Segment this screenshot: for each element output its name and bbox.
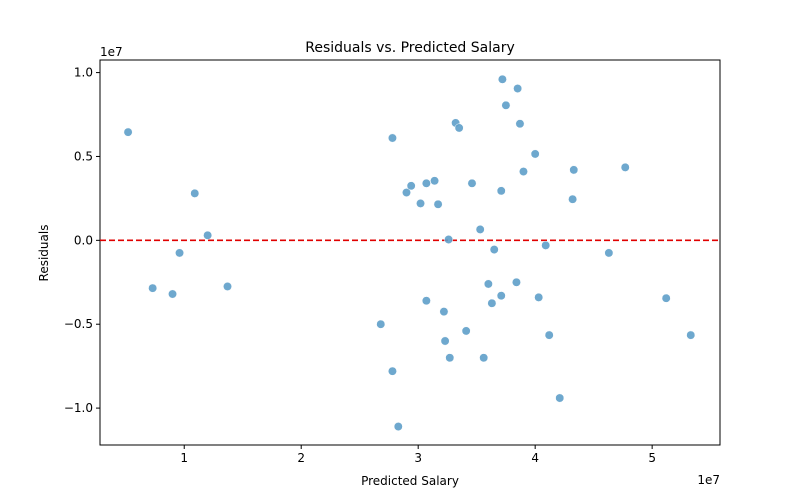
y-tick-label: 0.0 [74,233,93,247]
data-point [421,296,431,306]
data-point [445,353,455,363]
data-point [569,165,579,175]
data-point [530,149,540,159]
data-point [515,119,525,129]
data-point [444,235,454,244]
y-axis-label: Residuals [37,225,51,282]
x-tick-label: 5 [648,451,656,465]
data-point [406,181,416,191]
data-point [416,198,425,208]
data-point [430,176,440,186]
data-point [475,224,485,234]
data-point [534,292,544,302]
data-point [467,178,477,188]
data-point [175,248,184,258]
data-point [461,326,471,336]
data-point [440,336,450,346]
y-tick-label: 1.0 [74,66,93,80]
data-point [519,167,528,177]
y-tick-label: −1.0 [64,401,93,415]
data-point [686,330,696,340]
data-point [501,100,511,110]
data-point [402,188,411,197]
data-point [439,307,449,317]
x-tick-label: 4 [531,451,539,465]
data-point [190,188,200,198]
data-point [203,230,213,240]
data-point [376,319,386,329]
data-point [479,353,489,363]
data-point [496,186,506,196]
data-point [496,291,506,301]
data-point [620,162,630,172]
data-point [421,178,431,188]
data-point [513,84,523,93]
data-point [223,282,232,291]
data-point [512,277,521,287]
data-point [168,289,177,299]
data-point [148,283,158,293]
data-point [604,248,614,258]
data-point [483,279,493,289]
data-point [487,298,497,308]
data-point [555,393,565,403]
plot-frame [99,59,721,446]
x-tick-label: 1 [180,451,188,465]
data-point [454,123,464,133]
y-tick-label: 0.5 [74,149,93,163]
data-point [123,127,133,137]
y-axis-offset-label: 1e7 [100,45,123,59]
data-point [568,194,578,204]
x-tick-label: 2 [297,451,305,465]
data-point [541,240,551,250]
y-tick-label: −0.5 [64,317,93,331]
data-point [544,330,554,340]
data-point [388,366,397,376]
x-axis-label: Predicted Salary [361,474,459,488]
data-point [497,74,507,84]
x-tick-label: 3 [414,451,422,465]
data-point [489,245,499,255]
data-point [661,293,671,303]
chart-title: Residuals vs. Predicted Salary [305,40,515,56]
data-point [388,133,397,143]
data-point [393,422,403,431]
plot-area: 1 2 3 4 5 1.0 0.5 0.0 −0.5 −1.0 [64,59,721,465]
data-point [433,199,443,209]
x-axis-offset-label: 1e7 [697,473,720,487]
